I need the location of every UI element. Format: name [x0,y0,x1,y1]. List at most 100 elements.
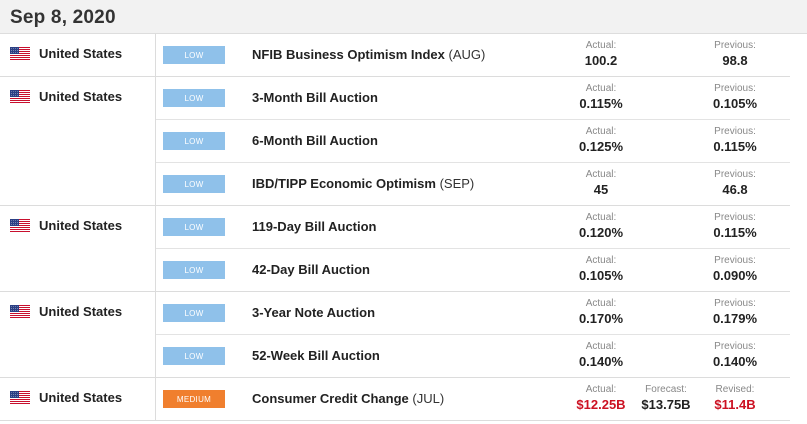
event-name[interactable]: 3-Month Bill Auction [252,90,378,105]
stat-value: 98.8 [722,53,748,68]
country-cell: United States [10,218,122,233]
country-group: United States LOW 119-Day Bill Auction Actu… [0,206,790,292]
event-list: LOW NFIB Business Optimism Index (AUG) Act… [155,34,790,76]
stat-label: Previous: [714,83,756,94]
stat-value: $11.4B [714,397,756,412]
stat-previous: Previous: 0.179% [690,297,780,328]
event-row[interactable]: LOW 42-Day Bill Auction Actual: 0.105% Previ… [156,248,790,291]
impact-badge: LOW [163,132,225,150]
stat-previous: Previous: 98.8 [690,39,780,70]
country-name: United States [39,218,123,233]
event-row[interactable]: LOW 3-Month Bill Auction Actual: 0.115% Prev… [156,77,790,119]
country-name: United States [39,46,123,61]
stat-value: 0.120% [578,225,624,240]
event-title: 119-Day Bill Auction [252,219,377,234]
stat-label: Actual: [585,83,617,94]
event-row[interactable]: MEDIUM Consumer Credit Change (JUL) Actual… [156,378,790,420]
stat-value: $13.75B [641,397,691,412]
stat-label: Actual: [585,212,617,223]
stat-label: Actual: [585,298,617,309]
event-name[interactable]: NFIB Business Optimism Index (AUG) [252,47,485,62]
event-title: NFIB Business Optimism Index [252,47,445,62]
stat-value: 0.140% [578,354,624,369]
country-cell: United States [10,46,122,61]
stat-value: 0.105% [712,96,758,111]
us-flag-icon [10,47,30,60]
event-name[interactable]: 3-Year Note Auction [252,305,375,320]
event-row[interactable]: LOW 3-Year Note Auction Actual: 0.170% Previ… [156,292,790,334]
event-row[interactable]: LOW IBD/TIPP Economic Optimism (SEP) Actua… [156,162,790,205]
stat-value: 0.115% [579,96,623,111]
event-title: 3-Year Note Auction [252,305,376,320]
stat-actual: Actual: 0.105% [556,254,646,285]
impact-badge: LOW [163,261,225,279]
stat-label: Revised: [715,384,755,395]
event-row[interactable]: LOW NFIB Business Optimism Index (AUG) Act… [156,34,790,76]
event-row[interactable]: LOW 6-Month Bill Auction Actual: 0.125% Prev… [156,119,790,162]
stat-value: $12.25B [576,397,626,412]
event-name[interactable]: Consumer Credit Change (JUL) [252,391,444,406]
country-cell: United States [10,390,122,405]
stat-revised: Revised: $11.4B [690,383,780,414]
event-title: 42-Day Bill Auction [252,262,370,277]
stat-actual: Actual: 45 [556,168,646,199]
event-title: 52-Week Bill Auction [252,348,380,363]
date-header: Sep 8, 2020 [0,0,807,34]
stat-label: Actual: [585,255,617,266]
impact-badge: LOW [163,89,225,107]
stat-value: 0.170% [578,311,624,326]
event-row[interactable]: LOW 119-Day Bill Auction Actual: 0.120% Prev… [156,206,790,248]
event-name[interactable]: 119-Day Bill Auction [252,219,377,234]
stat-label: Forecast: [645,384,687,395]
stat-value: 0.090% [712,268,758,283]
event-title: Consumer Credit Change [252,391,409,406]
stat-label: Previous: [714,212,756,223]
event-name[interactable]: 42-Day Bill Auction [252,262,370,277]
stat-actual: Actual: 0.120% [556,211,646,242]
us-flag-icon [10,219,30,232]
stat-label: Previous: [714,40,756,51]
event-title: 3-Month Bill Auction [252,90,378,105]
country-name: United States [39,304,123,319]
event-name[interactable]: 52-Week Bill Auction [252,348,380,363]
stat-previous: Previous: 0.115% [690,211,780,242]
stat-previous: Previous: 0.105% [690,82,780,113]
stat-previous: Previous: 0.115% [690,125,780,156]
stat-actual: Actual: 100.2 [556,39,646,70]
stat-value: 0.140% [712,354,758,369]
impact-badge: LOW [163,175,225,193]
event-title: 6-Month Bill Auction [252,133,378,148]
stat-actual: Actual: $12.25B [556,383,646,414]
stat-label: Previous: [714,255,756,266]
event-name[interactable]: 6-Month Bill Auction [252,133,378,148]
impact-badge: LOW [163,46,225,64]
stat-value: 0.115% [713,225,757,240]
stat-previous: Previous: 0.090% [690,254,780,285]
country-cell: United States [10,304,122,319]
event-row[interactable]: LOW 52-Week Bill Auction Actual: 0.140% Prev… [156,334,790,377]
stat-actual: Actual: 0.170% [556,297,646,328]
stat-label: Actual: [585,341,617,352]
impact-badge: LOW [163,347,225,365]
event-period: (AUG) [448,47,486,62]
stat-value: 0.105% [578,268,624,283]
event-period: (SEP) [439,176,475,191]
event-list: MEDIUM Consumer Credit Change (JUL) Actual… [155,378,790,420]
stat-label: Actual: [585,126,617,137]
country-group: United States LOW 3-Month Bill Auction Actu… [0,77,790,206]
stat-previous: Previous: 46.8 [690,168,780,199]
country-name: United States [39,89,123,104]
stat-previous: Previous: 0.140% [690,340,780,371]
event-period: (JUL) [412,391,445,406]
event-name[interactable]: IBD/TIPP Economic Optimism (SEP) [252,176,474,191]
country-group: United States LOW NFIB Business Optimism I… [0,34,790,77]
stat-actual: Actual: 0.115% [556,82,646,113]
stat-label: Actual: [585,169,617,180]
stat-value: 100.2 [584,53,618,68]
impact-badge: MEDIUM [163,390,225,408]
event-list: LOW 3-Month Bill Auction Actual: 0.115% Prev… [155,77,790,205]
stat-label: Previous: [714,169,756,180]
us-flag-icon [10,305,30,318]
event-list: LOW 3-Year Note Auction Actual: 0.170% Previ… [155,292,790,377]
stat-value: 0.179% [712,311,758,326]
